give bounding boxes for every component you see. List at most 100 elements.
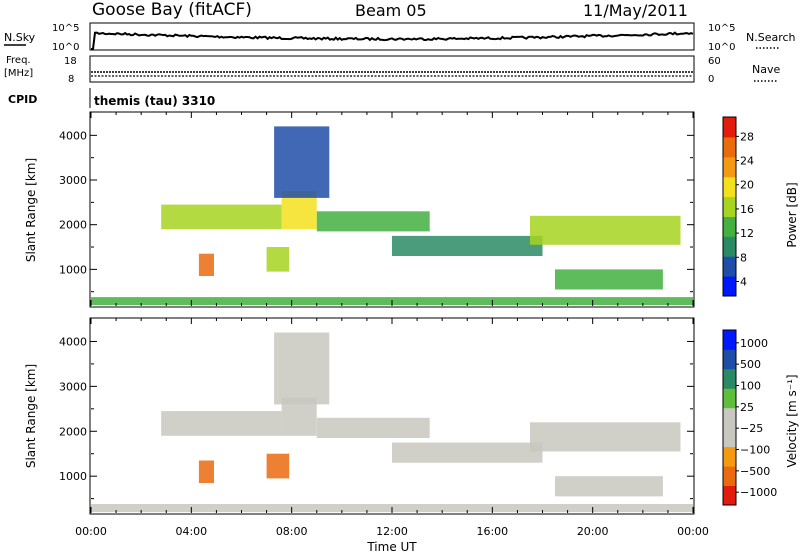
velocity-scatter-region	[530, 422, 681, 452]
x-axis-label: Time UT	[366, 540, 417, 554]
colorbar-tick-label: −100	[740, 444, 770, 457]
nsky-tick-top: 10^5	[52, 23, 79, 34]
x-tick-label: 04:00	[175, 525, 207, 538]
x-tick-label: 08:00	[276, 525, 308, 538]
colorbar-swatch	[723, 407, 736, 428]
x-tick-label: 00:00	[677, 525, 709, 538]
colorbar-tick-label: 16	[740, 203, 754, 216]
x-tick-label: 12:00	[376, 525, 408, 538]
velocity-scatter-layer	[91, 332, 693, 513]
colorbar-tick-label: −500	[740, 465, 770, 478]
colorbar-swatch	[723, 330, 736, 350]
colorbar-swatch	[723, 368, 736, 389]
nave-tick-bottom: 0	[708, 74, 714, 85]
y-tick-label: 2000	[59, 425, 87, 438]
colorbar-swatch	[723, 176, 736, 198]
colorbar-swatch	[723, 136, 736, 158]
y-tick-label: 3000	[59, 174, 87, 187]
velocity-colorbar-label: Velocity [m s⁻¹]	[785, 374, 799, 467]
x-tick-label: 16:00	[476, 525, 508, 538]
colorbar-tick-label: 500	[740, 358, 761, 371]
station-title: Goose Bay (fitACF)	[92, 0, 252, 20]
colorbar-frame	[722, 116, 737, 297]
power-colorbar: 28 24 20 16 12 8 4	[722, 116, 754, 297]
colorbar-swatch	[723, 236, 736, 257]
cpid-label: CPID	[8, 93, 37, 106]
colorbar-swatch	[723, 276, 736, 297]
nave-label: Nave	[752, 63, 780, 76]
velocity-colorbar: 1000 500 100 25 −25 −100 −500 −1000	[722, 329, 777, 506]
freq-panel	[89, 55, 695, 83]
velocity-scatter-region	[392, 442, 543, 463]
freq-tick-top: 18	[64, 56, 77, 67]
colorbar-swatch	[723, 466, 736, 486]
velocity-scatter-region	[266, 453, 290, 479]
velocity-y-axis: 4000 3000 2000 1000	[59, 335, 694, 500]
velocity-scatter-region	[274, 332, 330, 405]
colorbar-tick-label: 4	[740, 275, 747, 288]
freq-label-line1: Freq.	[6, 55, 31, 66]
power-scatter-region	[161, 204, 282, 230]
nsearch-label: N.Search	[746, 31, 796, 44]
colorbar-frame	[722, 329, 737, 506]
power-scatter-region	[392, 235, 543, 256]
colorbar-tick-label: 20	[740, 179, 754, 192]
colorbar-swatch	[723, 256, 736, 277]
velocity-ylabel: Slant Range [km]	[24, 364, 38, 468]
colorbar-swatch	[723, 446, 736, 467]
nave-tick-top: 60	[708, 56, 721, 67]
x-tick-label: 20:00	[577, 525, 609, 538]
y-tick-label: 4000	[59, 129, 87, 142]
colorbar-tick-label: 28	[740, 130, 754, 143]
nsearch-tick-top: 10^5	[708, 23, 735, 34]
power-y-axis: 4000 3000 2000 1000	[59, 129, 694, 293]
nsearch-tick-bottom: 10^0	[708, 42, 735, 53]
colorbar-swatch	[723, 117, 736, 138]
colorbar-swatch	[723, 388, 736, 409]
power-ylabel: Slant Range [km]	[24, 158, 38, 262]
power-scatter-layer	[91, 126, 693, 306]
colorbar-swatch	[723, 216, 736, 237]
y-tick-label: 2000	[59, 219, 87, 232]
power-scatter-region	[198, 253, 214, 276]
freq-tick-bottom: 8	[68, 74, 74, 85]
colorbar-swatch	[723, 349, 736, 370]
colorbar-tick-label: 24	[740, 155, 754, 168]
y-tick-label: 1000	[59, 263, 87, 276]
colorbar-tick-label: 25	[740, 401, 754, 414]
y-tick-label: 4000	[59, 335, 87, 348]
x-tick-label: 00:00	[75, 525, 107, 538]
nsky-trace	[91, 31, 694, 50]
time-x-axis: 00:00 04:00 08:00 12:00 16:00 20:00 00:00	[75, 112, 709, 538]
nsky-label: N.Sky	[4, 31, 36, 44]
colorbar-tick-label: 8	[740, 251, 747, 264]
velocity-scatter-region	[198, 460, 214, 483]
freq-label-line2: [MHz]	[4, 68, 33, 79]
colorbar-swatch	[723, 485, 736, 506]
power-scatter-region	[274, 126, 330, 198]
power-scatter-region	[266, 247, 290, 272]
cpid-value: themis (tau) 3310	[94, 94, 215, 108]
power-colorbar-label: Power [dB]	[785, 182, 799, 247]
velocity-scatter-region	[161, 411, 282, 436]
colorbar-swatch	[723, 156, 736, 178]
colorbar-tick-label: −25	[740, 422, 763, 435]
date-title: 11/May/2011	[583, 1, 688, 20]
colorbar-tick-label: −1000	[740, 486, 777, 499]
colorbar-tick-label: 1000	[740, 337, 768, 350]
colorbar-tick-label: 100	[740, 379, 761, 392]
colorbar-swatch	[723, 196, 736, 217]
y-tick-label: 1000	[59, 470, 87, 483]
nsky-tick-bottom: 10^0	[52, 42, 79, 53]
power-scatter-region	[555, 269, 663, 290]
colorbar-swatch	[723, 427, 736, 448]
power-scatter-region	[316, 211, 430, 232]
velocity-scatter-region	[555, 476, 663, 497]
power-scatter-region	[530, 215, 681, 245]
colorbar-tick-label: 12	[740, 227, 754, 240]
nsky-panel	[89, 22, 695, 51]
velocity-scatter-region	[316, 417, 430, 438]
beam-title: Beam 05	[355, 1, 427, 20]
y-tick-label: 3000	[59, 380, 87, 393]
